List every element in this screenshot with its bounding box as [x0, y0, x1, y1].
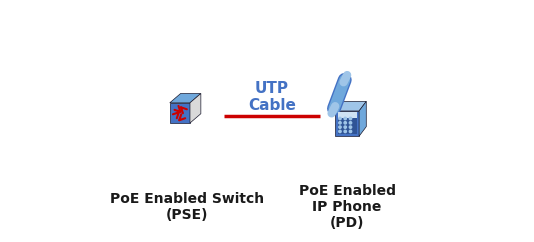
Circle shape: [339, 117, 341, 120]
Bar: [337, 112, 357, 118]
Polygon shape: [359, 101, 366, 136]
Text: PoE Enabled
IP Phone
(PD): PoE Enabled IP Phone (PD): [299, 184, 396, 230]
Circle shape: [344, 117, 347, 120]
Polygon shape: [170, 93, 201, 103]
Text: UTP
Cable: UTP Cable: [248, 81, 296, 113]
Circle shape: [339, 126, 341, 128]
Text: PoE Enabled Switch
(PSE): PoE Enabled Switch (PSE): [110, 192, 264, 222]
Circle shape: [349, 117, 352, 120]
Polygon shape: [335, 101, 366, 111]
Circle shape: [344, 126, 347, 128]
Circle shape: [339, 122, 341, 124]
Bar: [337, 118, 357, 134]
Circle shape: [349, 130, 352, 133]
Polygon shape: [190, 93, 201, 123]
Polygon shape: [170, 103, 190, 123]
Polygon shape: [335, 111, 359, 136]
Circle shape: [349, 122, 352, 124]
Circle shape: [349, 126, 352, 128]
Circle shape: [339, 130, 341, 133]
Circle shape: [344, 130, 347, 133]
Circle shape: [344, 122, 347, 124]
